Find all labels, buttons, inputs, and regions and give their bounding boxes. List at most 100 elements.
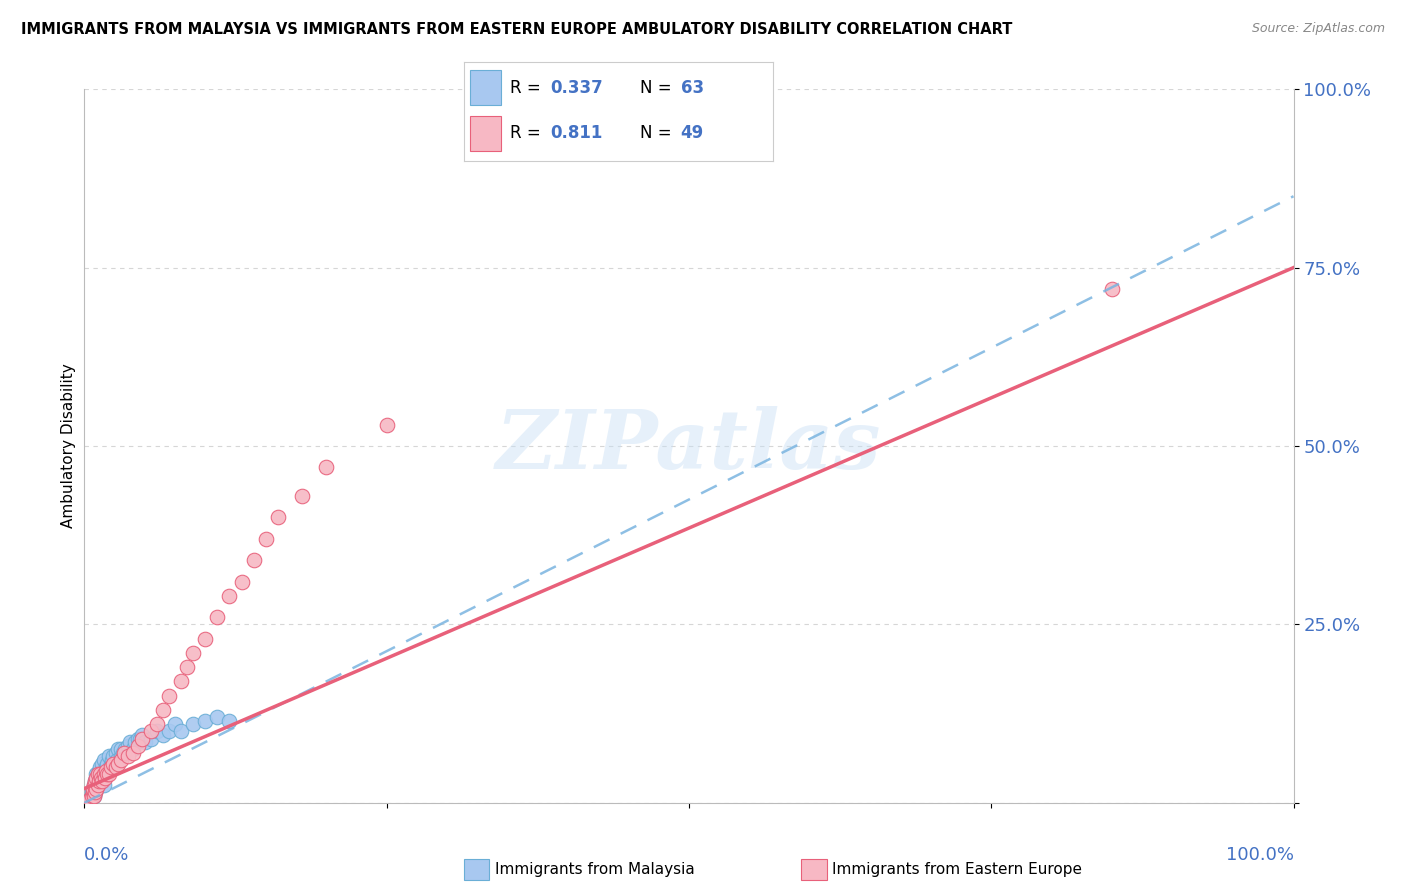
Text: N =: N = (640, 79, 678, 97)
Point (139, 731, 162, 746)
Point (1101, 282, 1123, 296)
Point (90, 771, 112, 785)
Point (84, 774, 107, 789)
Point (94, 771, 117, 785)
Point (93, 767, 115, 781)
Point (131, 728, 153, 742)
Point (218, 714, 240, 728)
Point (82, 781, 104, 796)
Point (170, 724, 193, 739)
Point (120, 735, 142, 749)
Point (104, 760, 127, 774)
Text: Immigrants from Eastern Europe: Immigrants from Eastern Europe (832, 863, 1083, 877)
Text: R =: R = (510, 124, 547, 142)
Point (152, 703, 174, 717)
Point (82, 785, 104, 799)
Point (129, 731, 152, 746)
Point (194, 632, 217, 646)
Point (91, 774, 114, 789)
Point (163, 717, 186, 731)
Point (104, 756, 127, 771)
Point (267, 510, 290, 524)
Point (83, 778, 105, 792)
Point (207, 610, 229, 624)
Point (110, 749, 132, 764)
Point (105, 753, 128, 767)
Point (91, 771, 114, 785)
Point (91, 756, 114, 771)
Point (157, 724, 180, 739)
Text: IMMIGRANTS FROM MALAYSIA VS IMMIGRANTS FROM EASTERN EUROPE AMBULATORY DISABILITY: IMMIGRANTS FROM MALAYSIA VS IMMIGRANTS F… (21, 22, 1012, 37)
Text: 100.0%: 100.0% (1226, 846, 1294, 863)
Point (83, 789, 105, 803)
Point (84, 785, 107, 799)
Point (87, 764, 110, 778)
Y-axis label: Ambulatory Disability: Ambulatory Disability (60, 364, 76, 528)
Point (146, 724, 169, 739)
Point (181, 646, 204, 660)
Text: N =: N = (640, 124, 678, 142)
Point (117, 739, 139, 753)
Text: 63: 63 (681, 79, 703, 97)
Point (94, 764, 117, 778)
Point (86, 771, 108, 785)
Point (94, 760, 117, 774)
Point (86, 781, 108, 796)
Point (176, 660, 198, 674)
Point (86, 781, 108, 796)
Point (112, 746, 135, 760)
Point (194, 714, 217, 728)
Point (89, 760, 111, 774)
Text: 0.0%: 0.0% (84, 846, 129, 863)
Point (100, 756, 122, 771)
Point (124, 735, 146, 749)
Point (79, 792, 101, 806)
Point (242, 553, 264, 567)
Point (86, 767, 108, 781)
Point (97, 749, 120, 764)
Text: Source: ZipAtlas.com: Source: ZipAtlas.com (1251, 22, 1385, 36)
Point (112, 746, 135, 760)
Point (90, 767, 112, 781)
Point (107, 742, 129, 756)
Point (89, 771, 111, 785)
Point (170, 674, 193, 689)
Point (89, 774, 111, 789)
Point (375, 417, 398, 432)
Point (127, 731, 149, 746)
Point (100, 760, 122, 774)
Point (84, 778, 107, 792)
Point (114, 742, 136, 756)
Point (146, 717, 169, 731)
Point (86, 767, 108, 781)
Text: 0.811: 0.811 (551, 124, 603, 142)
Point (117, 749, 139, 764)
Point (86, 771, 108, 785)
Point (134, 735, 156, 749)
Point (218, 589, 240, 603)
Point (87, 774, 110, 789)
Point (89, 767, 111, 781)
Point (291, 489, 314, 503)
Point (86, 778, 108, 792)
Point (94, 764, 117, 778)
Point (103, 756, 125, 771)
Point (315, 460, 337, 475)
Point (87, 774, 110, 789)
Point (86, 767, 108, 781)
Point (83, 778, 105, 792)
Point (231, 574, 253, 589)
Point (121, 746, 143, 760)
Point (83, 789, 105, 803)
Point (181, 717, 204, 731)
Point (93, 753, 115, 767)
Point (86, 778, 108, 792)
Point (152, 728, 174, 742)
Bar (470, 70, 501, 104)
Text: R =: R = (510, 79, 547, 97)
Point (96, 767, 118, 781)
Point (93, 778, 115, 792)
Point (98, 760, 121, 774)
Point (110, 753, 132, 767)
Point (121, 742, 143, 756)
